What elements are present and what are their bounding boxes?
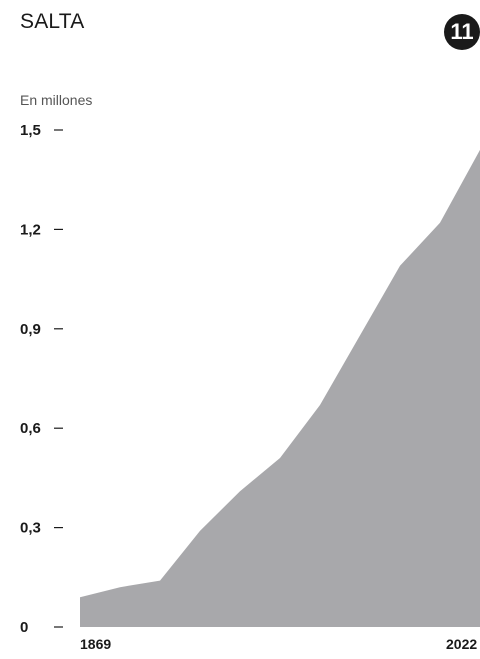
- area-series: [80, 149, 480, 627]
- x-tick-label: 2022: [446, 636, 477, 652]
- y-tick-label: 0: [20, 619, 28, 636]
- y-tick-label: 1,5: [20, 122, 41, 139]
- y-tick-label: 0,3: [20, 520, 41, 537]
- y-axis-unit-label: En millones: [20, 92, 93, 108]
- x-tick-label: 1869: [80, 636, 111, 652]
- chart-number-badge: 11: [444, 14, 480, 50]
- y-tick-label: 1,2: [20, 221, 41, 238]
- chart-title: SALTA: [20, 10, 85, 33]
- y-tick-label: 0,6: [20, 420, 41, 437]
- y-tick-label: 0,9: [20, 321, 41, 338]
